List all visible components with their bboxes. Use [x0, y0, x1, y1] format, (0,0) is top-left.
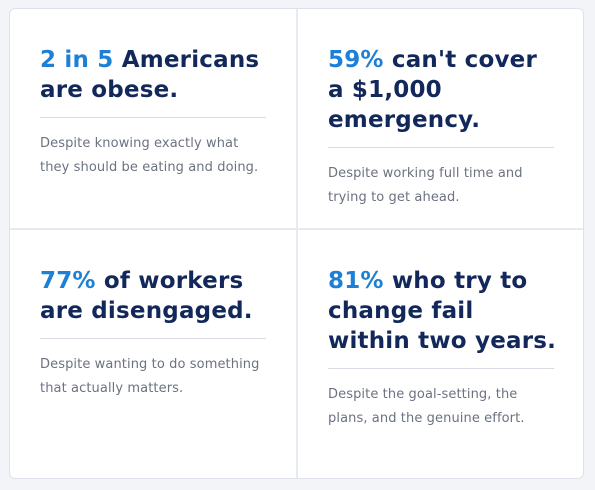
stats-grid: 2 in 5 Americans are obese. Despite know…: [9, 8, 584, 479]
divider: [328, 147, 554, 148]
stat-headline-text: of workers are disengaged.: [40, 268, 253, 324]
stat-description: Despite wanting to do something that act…: [40, 357, 260, 396]
stat-card-disengaged: 77% of workers are disengaged. Despite w…: [10, 230, 296, 478]
stat-headline: 59% can't cover a $1,000 emergency.: [328, 45, 557, 135]
stat-description: Despite working full time and trying to …: [328, 166, 523, 205]
stat-highlight: 59%: [328, 47, 384, 73]
stat-highlight: 2 in 5: [40, 47, 114, 73]
stat-headline-text: Americans are obese.: [40, 47, 260, 103]
stat-headline: 2 in 5 Americans are obese.: [40, 45, 268, 105]
stat-description: Despite knowing exactly what they should…: [40, 136, 259, 175]
stat-card-emergency: 59% can't cover a $1,000 emergency. Desp…: [298, 9, 583, 228]
stat-card-obesity: 2 in 5 Americans are obese. Despite know…: [10, 9, 296, 228]
divider: [328, 368, 554, 369]
stat-headline-text: can't cover a $1,000 emergency.: [328, 47, 538, 133]
stat-headline: 81% who try to change fail within two ye…: [328, 266, 557, 356]
stat-card-change: 81% who try to change fail within two ye…: [298, 230, 583, 478]
stat-headline: 77% of workers are disengaged.: [40, 266, 268, 326]
stat-highlight: 77%: [40, 268, 96, 294]
stat-highlight: 81%: [328, 268, 384, 294]
stat-description: Despite the goal-setting, the plans, and…: [328, 387, 525, 426]
divider: [40, 117, 266, 118]
divider: [40, 338, 266, 339]
stat-headline-text: who try to change fail within two years.: [328, 268, 557, 354]
